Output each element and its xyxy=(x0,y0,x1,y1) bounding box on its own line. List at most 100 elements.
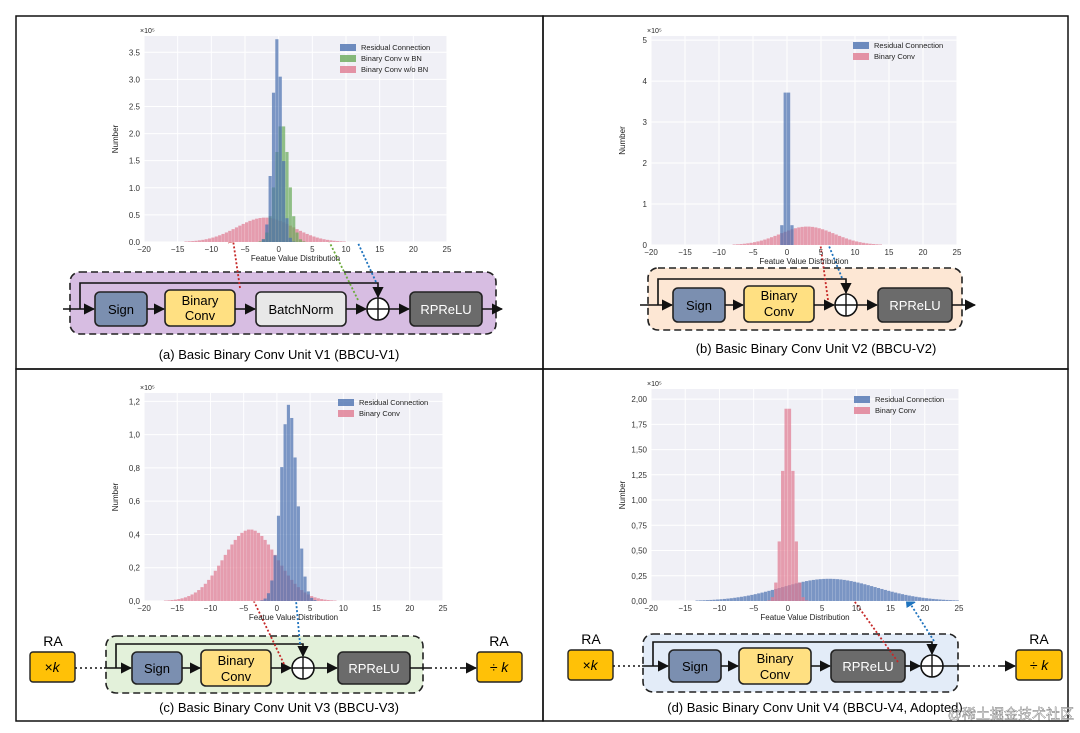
histogram-bar xyxy=(795,541,798,601)
plot-area xyxy=(651,36,957,245)
histogram-bar xyxy=(828,232,831,245)
histogram-bar xyxy=(949,600,952,601)
histogram-bar xyxy=(167,600,170,601)
histogram-bar xyxy=(238,226,241,242)
x-axis-label: Featue Value Distribution xyxy=(759,257,848,266)
histogram-bar xyxy=(862,243,865,245)
ra-label-out-c: RA xyxy=(489,633,509,649)
histogram-bar xyxy=(287,405,290,601)
histogram-bar xyxy=(307,591,310,601)
y-tick-label: 3.5 xyxy=(129,48,141,57)
x-tick-label: −10 xyxy=(205,245,219,254)
binary-label-c: Binary xyxy=(218,653,255,668)
histogram-bar xyxy=(846,580,849,601)
histogram-bar xyxy=(750,595,753,601)
histogram-bar xyxy=(807,227,810,245)
histogram-bar xyxy=(258,241,261,242)
histogram-bar xyxy=(191,241,194,242)
y-tick-label: 0,00 xyxy=(631,597,647,606)
legend-label: Residual Connection xyxy=(361,43,430,52)
histogram-bar xyxy=(811,227,814,245)
histogram-bar xyxy=(875,244,878,245)
histogram-bar xyxy=(826,579,829,601)
histogram-bar xyxy=(257,533,260,601)
x-tick-label: −5 xyxy=(239,604,249,613)
histogram-bar xyxy=(814,227,817,245)
histogram-bar xyxy=(272,93,275,242)
histogram-bar xyxy=(839,579,842,601)
histogram-bar xyxy=(280,467,283,601)
histogram-bar xyxy=(891,592,894,601)
x-tick-label: 0 xyxy=(275,604,280,613)
histogram-bar xyxy=(289,238,292,242)
y-scale-label: ×10⁵ xyxy=(647,381,662,388)
histogram-bar xyxy=(860,583,863,601)
histogram-bar xyxy=(767,600,770,601)
y-scale-label: ×10⁵ xyxy=(140,28,155,35)
ra-multiply-label-d: ×k xyxy=(582,657,598,673)
conv-label-c: Conv xyxy=(221,669,252,684)
histogram-bar xyxy=(819,579,822,601)
histogram-bar xyxy=(797,227,800,245)
histogram-bar xyxy=(938,599,941,601)
histogram-bar xyxy=(279,77,282,242)
y-tick-label: 0,4 xyxy=(129,530,141,539)
histogram-bar xyxy=(198,240,201,242)
histogram-bar xyxy=(863,584,866,601)
histogram-bar xyxy=(302,232,305,242)
histogram-bar xyxy=(845,238,848,245)
histogram-bar xyxy=(240,533,243,601)
histogram-bar xyxy=(242,224,245,242)
histogram-bar xyxy=(262,218,265,242)
histogram-bar xyxy=(794,228,797,245)
histogram-bar xyxy=(788,409,791,601)
histogram-bar xyxy=(306,234,309,242)
histogram-bar xyxy=(743,596,746,601)
histogram-bar xyxy=(194,592,197,601)
histogram-bar xyxy=(235,227,238,242)
histogram-bar xyxy=(856,583,859,601)
legend-swatch xyxy=(340,55,356,62)
histogram-bar xyxy=(716,599,719,601)
histogram-bar xyxy=(215,237,218,242)
histogram-bar xyxy=(237,536,240,601)
histogram-bar xyxy=(942,600,945,601)
histogram-bar xyxy=(798,583,801,601)
rprelu-label-b: RPReLU xyxy=(889,298,940,313)
legend-label: Residual Connection xyxy=(359,398,428,407)
histogram-bar xyxy=(928,599,931,601)
histogram-bar xyxy=(289,187,292,242)
y-tick-label: 0,0 xyxy=(129,597,141,606)
histogram-bar xyxy=(804,227,807,245)
histogram-bar xyxy=(299,239,302,242)
histogram-bar xyxy=(207,580,210,601)
histogram-bar xyxy=(260,600,263,601)
sign-label-d: Sign xyxy=(682,659,708,674)
histogram-bar xyxy=(258,218,261,242)
histogram-bar xyxy=(260,536,263,601)
conv-label-a: Conv xyxy=(185,308,216,323)
y-tick-label: 0.0 xyxy=(129,238,141,247)
x-tick-label: 25 xyxy=(955,604,964,613)
y-tick-label: 1,0 xyxy=(129,431,141,440)
histogram-bar xyxy=(297,506,300,601)
histogram-bar xyxy=(719,599,722,601)
histogram-bar xyxy=(205,239,208,242)
histogram-bar xyxy=(200,587,203,601)
legend-swatch xyxy=(854,407,870,414)
histogram-bar xyxy=(191,594,194,601)
histogram-bar xyxy=(872,244,875,245)
histogram-bar xyxy=(296,233,299,242)
histogram-bar xyxy=(855,241,858,245)
histogram-bar xyxy=(699,600,702,601)
histogram-bar xyxy=(805,600,808,601)
histogram-bar xyxy=(774,583,777,601)
y-tick-label: 0,50 xyxy=(631,547,647,556)
histogram-bar xyxy=(894,593,897,601)
histogram-bar xyxy=(901,594,904,601)
histogram-bar xyxy=(773,236,776,245)
y-tick-label: 4 xyxy=(643,77,648,86)
histogram-bar xyxy=(264,599,267,601)
legend-label: Residual Connection xyxy=(874,41,943,50)
